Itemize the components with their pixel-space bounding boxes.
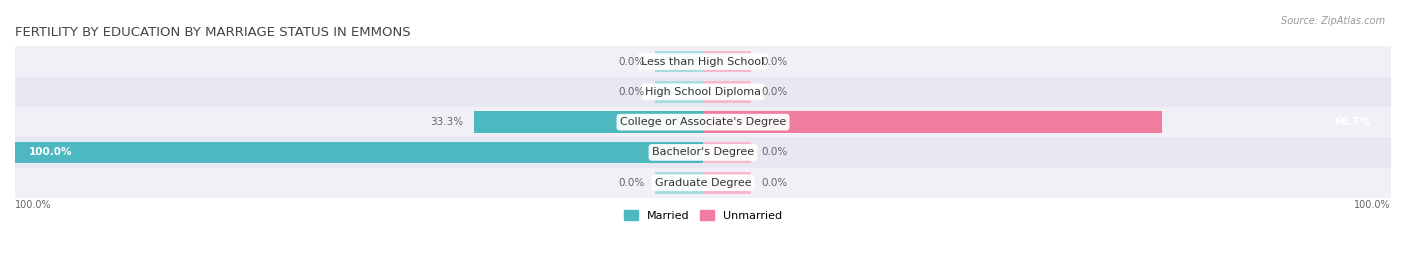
Text: 33.3%: 33.3%	[430, 117, 464, 127]
Legend: Married, Unmarried: Married, Unmarried	[620, 206, 786, 226]
Bar	[703, 81, 751, 103]
Bar	[15, 141, 703, 163]
Text: Graduate Degree: Graduate Degree	[655, 178, 751, 188]
Text: 0.0%: 0.0%	[762, 56, 787, 66]
Bar	[655, 51, 703, 72]
Text: 100.0%: 100.0%	[1354, 200, 1391, 210]
Bar	[655, 172, 703, 194]
Text: 100.0%: 100.0%	[15, 200, 52, 210]
Text: 0.0%: 0.0%	[762, 178, 787, 188]
Bar	[655, 81, 703, 103]
Bar	[15, 77, 1391, 107]
Text: 0.0%: 0.0%	[762, 147, 787, 157]
Text: 0.0%: 0.0%	[619, 178, 644, 188]
Bar	[703, 141, 751, 163]
Text: College or Associate's Degree: College or Associate's Degree	[620, 117, 786, 127]
Text: 0.0%: 0.0%	[619, 87, 644, 97]
Bar	[703, 172, 751, 194]
Bar	[15, 47, 1391, 77]
Text: FERTILITY BY EDUCATION BY MARRIAGE STATUS IN EMMONS: FERTILITY BY EDUCATION BY MARRIAGE STATU…	[15, 26, 411, 39]
Bar	[474, 111, 703, 133]
Bar	[15, 107, 1391, 137]
Bar	[703, 51, 751, 72]
Text: 66.7%: 66.7%	[1334, 117, 1371, 127]
Text: 0.0%: 0.0%	[619, 56, 644, 66]
Text: High School Diploma: High School Diploma	[645, 87, 761, 97]
Bar	[15, 168, 1391, 198]
Bar	[15, 137, 1391, 168]
Text: Bachelor's Degree: Bachelor's Degree	[652, 147, 754, 157]
Bar	[703, 111, 1161, 133]
Text: Less than High School: Less than High School	[641, 56, 765, 66]
Text: Source: ZipAtlas.com: Source: ZipAtlas.com	[1281, 16, 1385, 26]
Text: 0.0%: 0.0%	[762, 87, 787, 97]
Text: 100.0%: 100.0%	[28, 147, 72, 157]
